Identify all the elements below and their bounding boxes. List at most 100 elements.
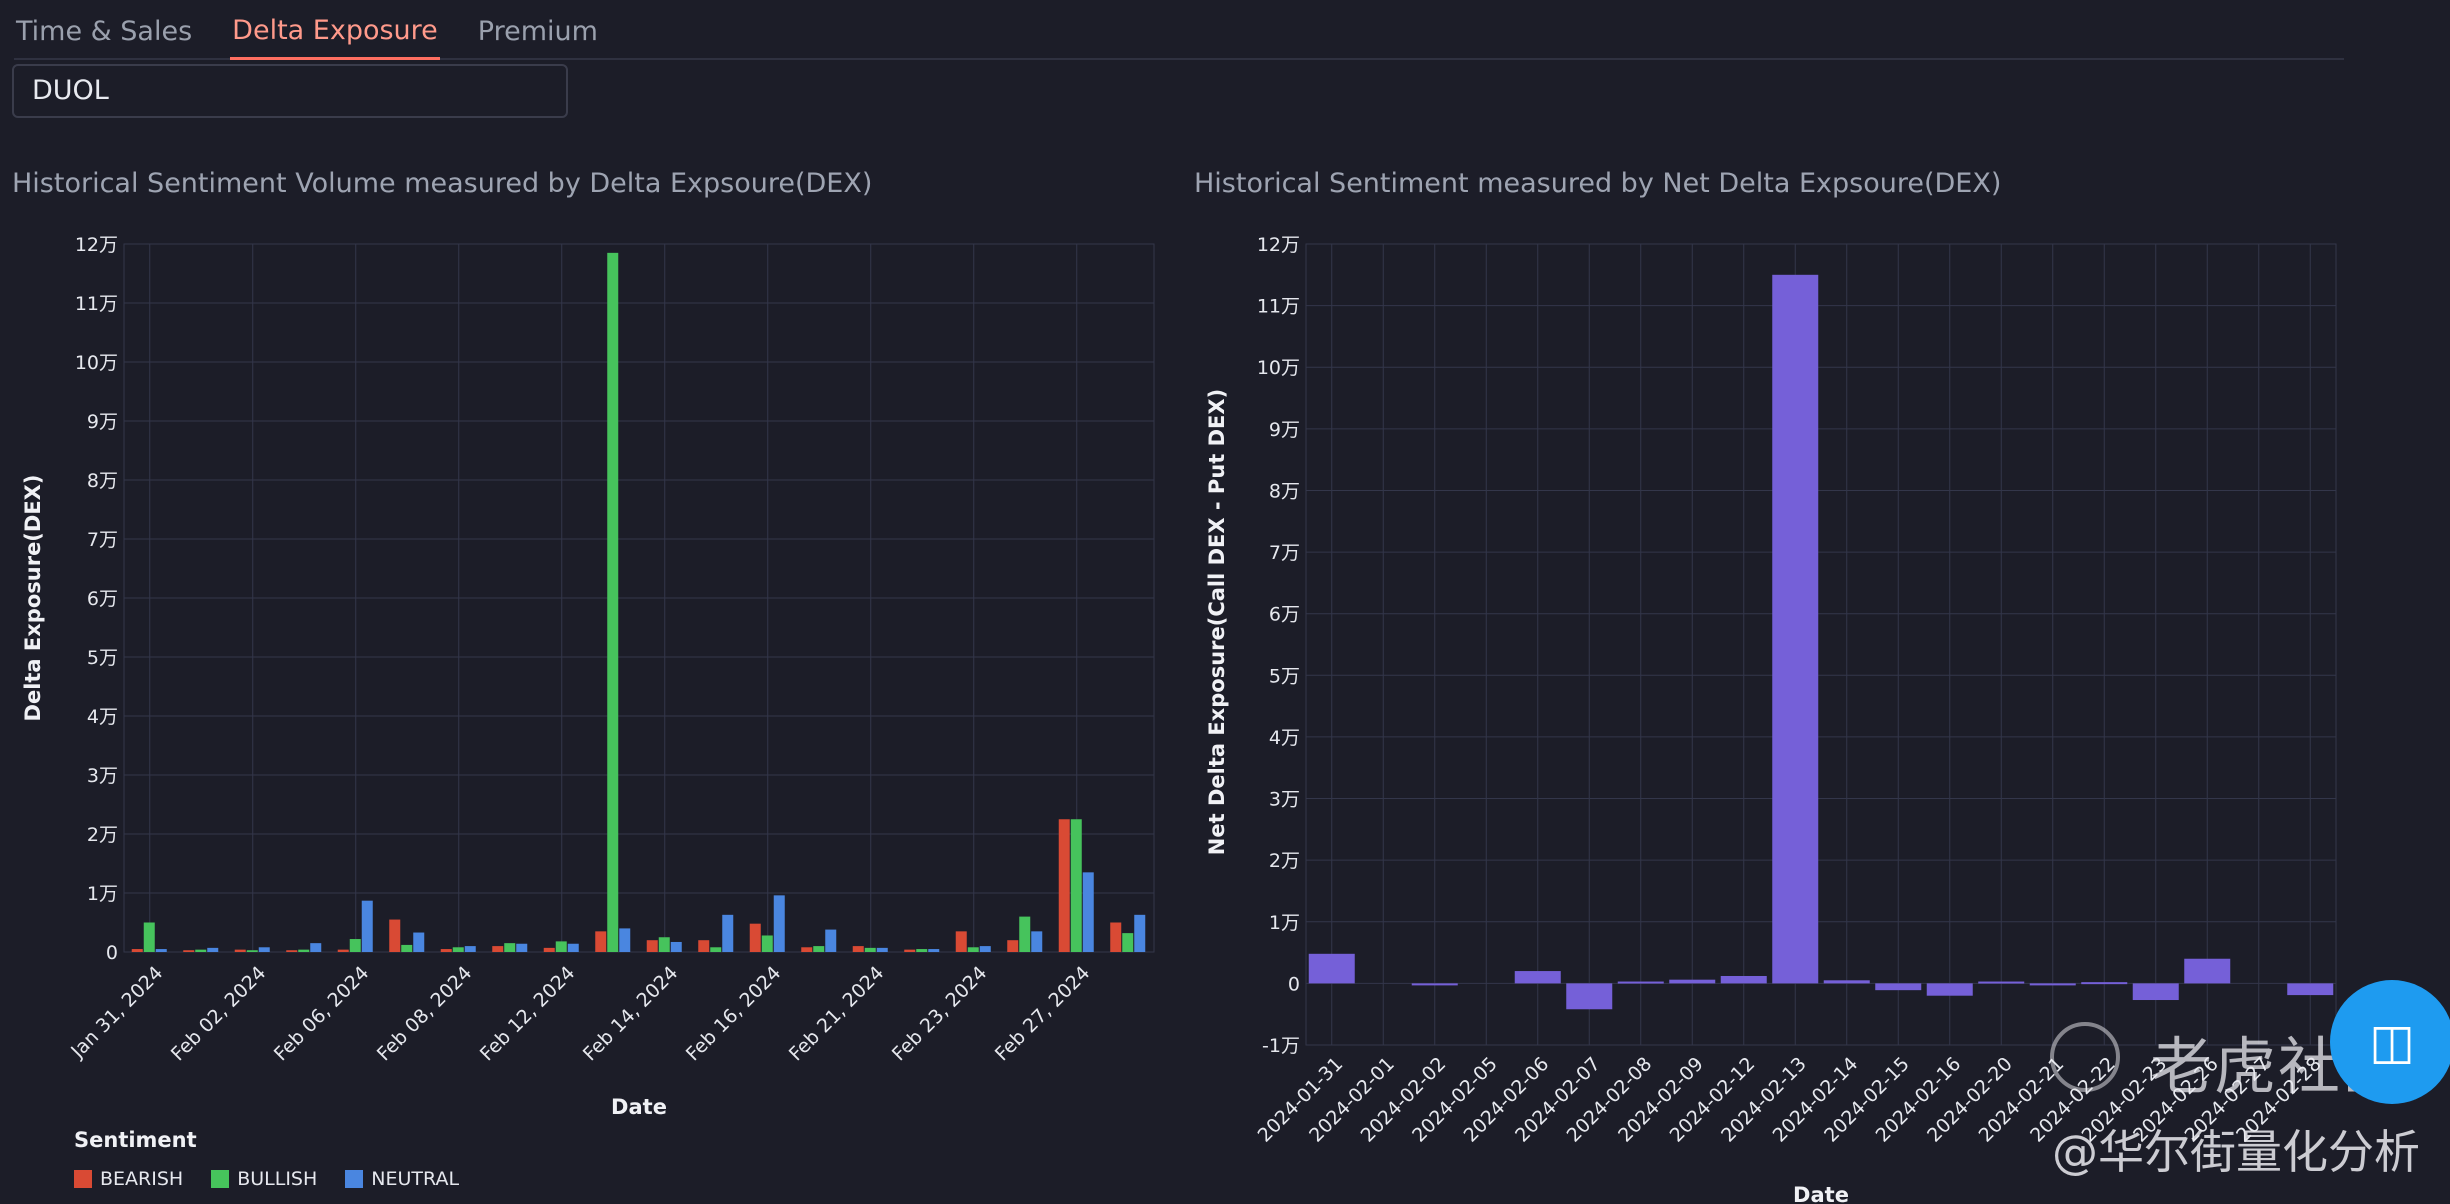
left-bar-bearish (183, 950, 195, 952)
left-bar-bullish (349, 939, 361, 952)
right-ytick-label: 8万 (1269, 480, 1300, 502)
tab-delta-exposure[interactable]: Delta Exposure (230, 13, 440, 60)
left-bar-bearish (131, 949, 143, 952)
left-bar-neutral (1031, 931, 1043, 952)
legend-item-bearish[interactable]: BEARISH (74, 1168, 183, 1190)
tab-bar: Time & Sales Delta Exposure Premium (14, 0, 2344, 60)
left-bar-bearish (492, 946, 504, 952)
right-plot-area (1305, 243, 2337, 1046)
right-ytick-label: 2万 (1269, 850, 1300, 872)
left-bar-bearish (852, 946, 864, 952)
legend-label-neutral: NEUTRAL (371, 1168, 460, 1190)
left-bar-bearish (389, 919, 401, 952)
right-bar-net (1926, 983, 1973, 996)
legend-title: Sentiment (74, 1128, 197, 1152)
right-bar-net (1720, 975, 1767, 984)
left-bar-bullish (298, 949, 310, 952)
right-y-axis-title: Net Delta Exposure(Call DEX - Put DEX) (1205, 389, 1229, 855)
left-bar-bearish (1007, 940, 1019, 952)
left-bar-bullish (143, 922, 155, 952)
tiger-logo-icon (2050, 1022, 2120, 1092)
left-bar-bearish (595, 931, 607, 952)
left-ytick-label: 4万 (87, 706, 118, 728)
right-bar-net (2029, 983, 2076, 986)
ticker-input[interactable]: DUOL (12, 64, 568, 118)
right-bar-net (1308, 953, 1355, 984)
legend-item-neutral[interactable]: NEUTRAL (345, 1168, 459, 1190)
left-bar-bullish (452, 947, 464, 952)
left-bar-neutral (876, 947, 888, 952)
left-bar-neutral (464, 946, 476, 952)
right-bar-net (1772, 274, 1819, 984)
right-chart-title: Historical Sentiment measured by Net Del… (1194, 168, 2002, 199)
right-bar-net (1617, 981, 1664, 984)
left-ytick-label: 1万 (87, 883, 118, 905)
tab-premium[interactable]: Premium (477, 16, 598, 47)
left-ytick-label: 3万 (87, 765, 118, 787)
left-bar-bearish (234, 949, 246, 952)
right-bar-net (1566, 983, 1613, 1010)
left-ytick-label: 8万 (87, 470, 118, 492)
left-bar-bullish (967, 947, 979, 952)
left-bar-bullish (658, 937, 670, 952)
left-bar-neutral (1082, 872, 1094, 952)
legend-item-bullish[interactable]: BULLISH (211, 1168, 317, 1190)
left-ytick-label: 6万 (87, 588, 118, 610)
chat-button[interactable]: ◫ (2330, 980, 2450, 1104)
left-bar-neutral (722, 914, 734, 952)
left-bar-neutral (361, 900, 373, 952)
left-bar-bearish (646, 940, 658, 952)
left-bar-neutral (773, 895, 785, 952)
left-xtick-label: Feb 23, 2024 (888, 962, 991, 1065)
left-bar-bullish (864, 947, 876, 952)
left-bar-neutral (413, 932, 425, 952)
left-ytick-label: 10万 (75, 352, 118, 374)
left-bar-bearish (749, 923, 761, 952)
watermark-author: @华尔街量化分析 (2052, 1125, 2420, 1179)
left-bar-bullish (401, 944, 413, 952)
neutral-swatch (345, 1170, 364, 1188)
left-ytick-label: 12万 (75, 234, 118, 256)
left-x-axis-title: Date (611, 1095, 667, 1119)
right-bar-net (2287, 983, 2334, 996)
left-bar-neutral (310, 943, 322, 952)
right-bar-net (1669, 979, 1716, 984)
left-bar-bearish (337, 949, 349, 952)
left-bar-bearish (1110, 922, 1122, 952)
left-bar-neutral (155, 949, 167, 952)
right-ytick-label: 5万 (1269, 665, 1300, 687)
left-bar-bullish (195, 949, 207, 952)
left-bar-bullish (1019, 916, 1031, 952)
bullish-swatch (211, 1170, 230, 1188)
left-bar-bearish (1058, 819, 1070, 952)
left-bar-neutral (258, 947, 270, 952)
left-bar-neutral (928, 949, 940, 952)
left-chart-title: Historical Sentiment Volume measured by … (12, 168, 873, 199)
left-bar-bearish (955, 931, 967, 952)
tab-time-and-sales[interactable]: Time & Sales (16, 16, 193, 47)
legend-label-bullish: BULLISH (237, 1168, 318, 1190)
right-x-axis-title: Date (1793, 1183, 1849, 1204)
left-ytick-label: 7万 (87, 529, 118, 551)
bearish-swatch (74, 1170, 92, 1188)
left-bar-bearish (904, 949, 916, 952)
right-ytick-label: 10万 (1257, 357, 1300, 379)
left-bar-neutral (207, 947, 219, 952)
right-ytick-label: 7万 (1269, 542, 1300, 564)
left-bar-neutral (516, 943, 528, 952)
left-bar-bearish (286, 950, 298, 952)
left-xtick-label: Jan 31, 2024 (66, 962, 167, 1063)
right-bar-net (2081, 982, 2128, 985)
chat-icon: ◫ (2369, 1014, 2415, 1070)
right-bar-net (1875, 983, 1922, 991)
left-ytick-label: 11万 (75, 293, 118, 315)
right-ytick-label: 3万 (1269, 789, 1300, 811)
left-bar-bearish (543, 947, 555, 952)
left-xtick-label: Feb 14, 2024 (579, 962, 682, 1065)
right-bar-net (1514, 971, 1561, 984)
left-ytick-label: 2万 (87, 824, 118, 846)
left-bar-bullish (246, 950, 258, 952)
left-bar-neutral (979, 946, 991, 952)
left-ytick-label: 5万 (87, 647, 118, 669)
right-ytick-label: -1万 (1262, 1035, 1300, 1057)
